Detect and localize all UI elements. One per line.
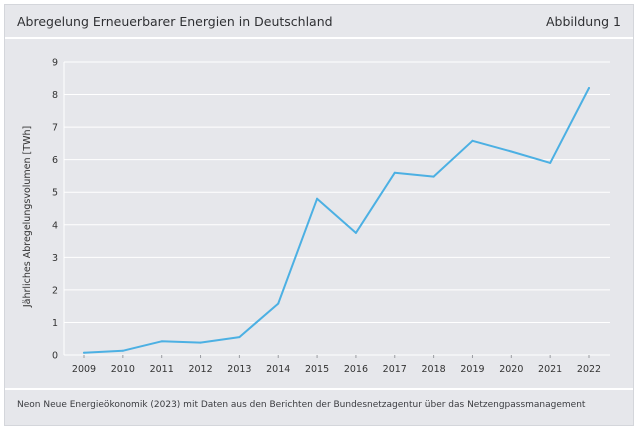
x-tick-label: 2014 <box>266 364 290 375</box>
x-tick-label: 2013 <box>227 364 251 375</box>
y-tick-label: 3 <box>52 253 58 264</box>
series-line-abregelungsvolumen <box>83 87 590 354</box>
x-tick-label: 2010 <box>111 364 135 375</box>
x-tick-label: 2020 <box>499 364 523 375</box>
y-tick-label: 7 <box>52 123 58 134</box>
source-note: Neon Neue Energieökonomik (2023) mit Dat… <box>17 400 586 410</box>
data-point <box>121 349 124 352</box>
data-point <box>549 161 552 164</box>
data-point <box>432 175 435 178</box>
y-tick-label: 2 <box>52 285 58 296</box>
x-tick-label: 2011 <box>150 364 174 375</box>
data-point <box>588 87 590 90</box>
y-tick-label: 1 <box>52 318 58 329</box>
data-point <box>316 197 319 200</box>
data-point <box>199 341 202 344</box>
chart-title: Abregelung Erneuerbarer Energien in Deut… <box>17 14 333 29</box>
y-tick-label: 5 <box>52 188 58 199</box>
figure-footer: Neon Neue Energieökonomik (2023) mit Dat… <box>5 388 633 425</box>
figure-label: Abbildung 1 <box>545 14 621 29</box>
y-tick-label: 8 <box>52 90 58 101</box>
figure-header: Abregelung Erneuerbarer Energien in Deut… <box>5 5 633 39</box>
data-point <box>160 340 163 343</box>
x-tick-label: 2009 <box>72 364 96 375</box>
data-point <box>354 231 357 234</box>
x-tick-label: 2012 <box>188 364 212 375</box>
x-tick-label: 2015 <box>305 364 329 375</box>
y-tick-label: 6 <box>52 155 58 166</box>
figure-frame: Abregelung Erneuerbarer Energien in Deut… <box>4 4 634 426</box>
data-point <box>510 150 513 153</box>
x-tick-label: 2018 <box>422 364 446 375</box>
data-point <box>238 336 241 339</box>
x-tick-label: 2022 <box>577 364 601 375</box>
x-tick-label: 2016 <box>344 364 368 375</box>
data-point <box>277 302 280 305</box>
y-tick-label: 0 <box>52 351 58 362</box>
line-chart: 0 1 2 3 4 5 6 7 8 9 2009 2010 2011 2012 2013 2014 2015 20… <box>22 58 610 375</box>
data-point <box>471 139 474 142</box>
y-tick-label: 9 <box>52 58 58 69</box>
y-axis-title: Jährliches Abregelungsvolumen [TWh] <box>22 126 33 308</box>
y-tick-label: 4 <box>52 220 58 231</box>
x-tick-label: 2019 <box>460 364 484 375</box>
x-tick-label: 2017 <box>383 364 407 375</box>
data-point <box>393 171 396 174</box>
x-tick-label: 2021 <box>538 364 562 375</box>
data-point <box>83 351 85 354</box>
